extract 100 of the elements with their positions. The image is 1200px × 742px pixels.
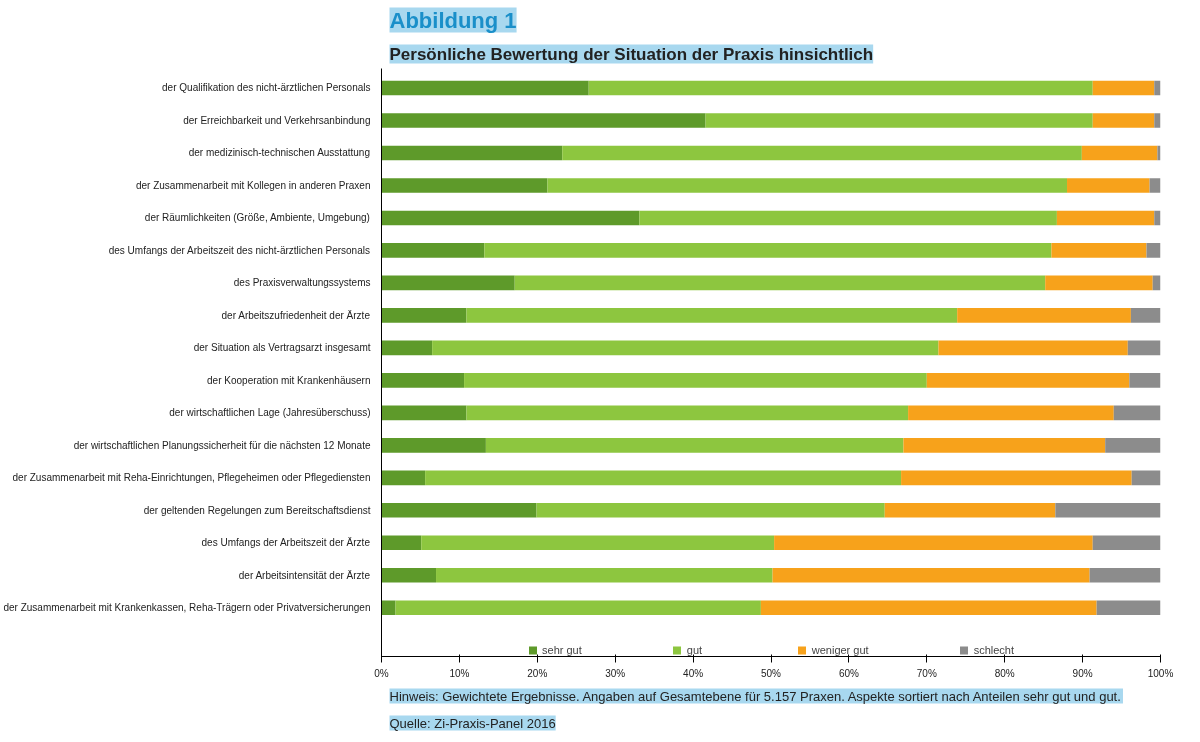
bar [381,80,589,96]
bar [903,438,1106,453]
x-tick-label: 50% [760,667,782,679]
y-tick-label: der geltenden Regelungen zum Bereitschaftsdienst [143,504,371,516]
y-tick-label: der Zusammenarbeit mit Reha-Einrichtungen, Pflegeheimen oder Pflegediensten [12,472,371,484]
y-tick-label: der Situation als Vertragsarzt insgesamt [193,342,371,354]
bar [1051,243,1147,258]
legend-label: weniger gut [811,644,869,656]
bar [466,308,958,323]
bar [1154,113,1161,128]
bar [1056,210,1155,226]
bar [547,178,1068,193]
bar [1130,308,1161,323]
bar [536,503,885,518]
bar [705,113,1093,128]
bar [1146,243,1161,258]
y-tick-label: der Räumlichkeiten (Größe, Ambiente, Umgebung) [144,212,370,224]
bar [381,210,640,226]
bar [1092,535,1161,551]
bar [381,535,422,551]
x-tick-label: 20% [527,667,548,679]
bar [1149,178,1161,193]
bar [1092,80,1155,96]
bar [926,373,1130,388]
bar [395,600,761,616]
legend-label: schlecht [973,644,1014,656]
y-tick-label: der wirtschaftlichen Planungssicherheit für die nächsten 12 Monate [73,439,371,451]
bar [381,113,706,128]
bar [381,275,515,291]
bar [436,567,773,583]
x-tick-label: 90% [1072,667,1093,679]
legend-label: sehr gut [542,644,582,656]
bar [466,405,909,421]
y-tick-label: der Zusammenarbeit mit Kollegen in anderen Praxen [135,179,371,191]
x-tick-label: 70% [916,667,937,679]
bar [381,567,437,583]
y-tick-label: des Praxisverwaltungssystems [233,277,371,289]
x-tick-label: 80% [994,667,1015,679]
bar [1129,373,1161,388]
bar [1154,210,1161,226]
bar [485,438,904,453]
bar [381,340,433,356]
bar [1045,275,1153,291]
bar [1105,438,1161,453]
bar [464,373,927,388]
chart-title: Abbildung 1 [389,7,517,33]
x-tick-label: 10% [449,667,470,679]
bar [1131,470,1161,486]
y-tick-label: der wirtschaftlichen Lage (Jahresüberschuss) [169,407,371,419]
bar [562,145,1082,161]
bar [1081,145,1158,161]
y-tick-label: der Erreichbarkeit und Verkehrsanbindung [183,114,371,126]
bar [760,600,1097,616]
x-tick-label: 30% [605,667,626,679]
x-tick-label: 100% [1147,667,1174,679]
bar [425,470,902,486]
legend-label: gut [686,644,704,656]
bar [381,438,486,453]
bar [381,470,426,486]
bar [774,535,1093,551]
x-tick-label: 60% [838,667,860,679]
x-tick-label: 40% [683,667,704,679]
bar [1067,178,1150,193]
y-tick-label: der Qualifikation des nicht-ärztlichen Personals [162,82,371,94]
bar [908,405,1114,421]
bar [381,243,485,258]
bar [381,145,563,161]
bar [514,275,1046,291]
bar [772,567,1090,583]
y-tick-label: der Zusammenarbeit mit Krankenkassen, Reha-Trägern oder Privatversicherungen [3,602,371,614]
bar [938,340,1128,356]
y-tick-label: des Umfangs der Arbeitszeit der Ärzte [201,537,371,549]
bar [588,80,1093,96]
bar [901,470,1132,486]
bar [421,535,775,551]
bar [381,308,467,323]
y-tick-label: der Arbeitszufriedenheit der Ärzte [221,309,371,321]
text: Hinweis: Gewichtete Ergebnisse. Angaben auf Gesamtebene für 5.157 Praxen. Aspekte sortiert nach Anteilen sehr gut und gut. [389,688,1121,704]
bar [1157,145,1161,161]
bar [381,405,467,421]
bar [1113,405,1161,421]
bar [381,373,465,388]
bar [1096,600,1161,616]
bar [1089,567,1161,583]
bar [1092,113,1155,128]
bar [381,178,548,193]
chart-subtitle: Persönliche Bewertung der Situation der Praxis hinsichtlich [389,44,874,64]
source-note: Quelle: Zi-Praxis-Panel 2016 [389,715,556,731]
bar [1055,503,1161,518]
bar [884,503,1056,518]
bar [957,308,1131,323]
x-tick-label: 0% [374,667,389,679]
bar [432,340,939,356]
bar [484,243,1052,258]
y-tick-label: der Kooperation mit Krankenhäusern [207,374,371,386]
bar [639,210,1057,226]
bar [381,600,396,616]
y-tick-label: der Arbeitsintensität der Ärzte [238,569,371,581]
bar [381,503,537,518]
y-tick-label: der medizinisch-technischen Ausstattung [188,147,370,159]
